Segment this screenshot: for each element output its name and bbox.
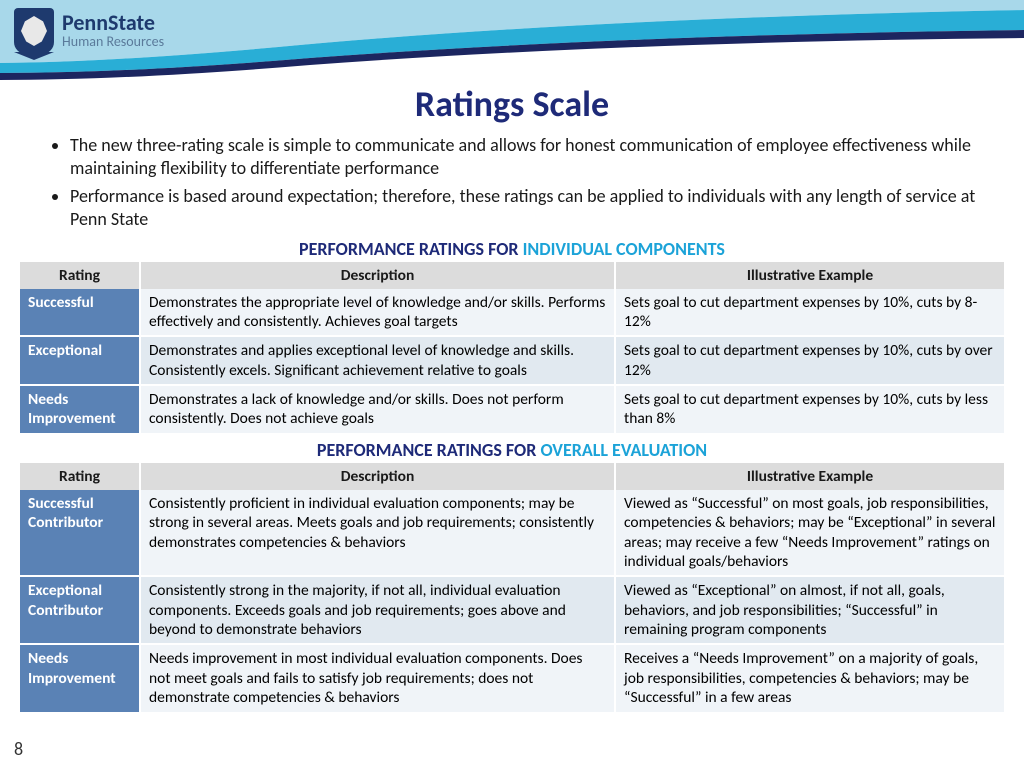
description-cell: Needs improvement in most individual eva… xyxy=(140,644,615,711)
example-cell: Viewed as “Exceptional” on almost, if no… xyxy=(615,576,1004,644)
rating-cell: Exceptional xyxy=(20,336,140,385)
logo-line1: PennState xyxy=(62,12,164,34)
slide-title: Ratings Scale xyxy=(20,82,1004,126)
example-cell: Receives a “Needs Improvement” on a majo… xyxy=(615,644,1004,711)
example-cell: Sets goal to cut department expenses by … xyxy=(615,336,1004,385)
column-header: Rating xyxy=(20,463,140,490)
table-row: ExceptionalDemonstrates and applies exce… xyxy=(20,336,1004,385)
column-header: Illustrative Example xyxy=(615,262,1004,289)
rating-cell: Exceptional Contributor xyxy=(20,576,140,644)
table-row: SuccessfulDemonstrates the appropriate l… xyxy=(20,289,1004,337)
rating-cell: Needs Improvement xyxy=(20,644,140,711)
description-cell: Consistently strong in the majority, if … xyxy=(140,576,615,644)
example-cell: Sets goal to cut department expenses by … xyxy=(615,385,1004,433)
column-header: Illustrative Example xyxy=(615,463,1004,490)
description-cell: Demonstrates a lack of knowledge and/or … xyxy=(140,385,615,433)
rating-cell: Successful Contributor xyxy=(20,490,140,577)
logo: PennState Human Resources xyxy=(14,8,164,54)
shield-icon xyxy=(14,8,54,54)
example-cell: Viewed as “Successful” on most goals, jo… xyxy=(615,490,1004,577)
section-heading: PERFORMANCE RATINGS FOR OVERALL EVALUATI… xyxy=(20,439,1004,461)
description-cell: Consistently proficient in individual ev… xyxy=(140,490,615,577)
description-cell: Demonstrates the appropriate level of kn… xyxy=(140,289,615,337)
table-row: Needs ImprovementNeeds improvement in mo… xyxy=(20,644,1004,711)
column-header: Description xyxy=(140,463,615,490)
table-row: Successful ContributorConsistently profi… xyxy=(20,490,1004,577)
section-heading: PERFORMANCE RATINGS FOR INDIVIDUAL COMPO… xyxy=(20,238,1004,260)
example-cell: Sets goal to cut department expenses by … xyxy=(615,289,1004,337)
rating-cell: Successful xyxy=(20,289,140,337)
column-header: Description xyxy=(140,262,615,289)
logo-line2: Human Resources xyxy=(62,34,164,51)
bullet-item: The new three-rating scale is simple to … xyxy=(70,134,994,181)
slide-content: Ratings Scale The new three-rating scale… xyxy=(0,82,1024,718)
table-row: Exceptional ContributorConsistently stro… xyxy=(20,576,1004,644)
bullet-list: The new three-rating scale is simple to … xyxy=(20,134,1004,232)
table-row: Needs ImprovementDemonstrates a lack of … xyxy=(20,385,1004,433)
ratings-table: RatingDescriptionIllustrative ExampleSuc… xyxy=(20,463,1004,712)
rating-cell: Needs Improvement xyxy=(20,385,140,433)
bullet-item: Performance is based around expectation;… xyxy=(70,185,994,232)
column-header: Rating xyxy=(20,262,140,289)
description-cell: Demonstrates and applies exceptional lev… xyxy=(140,336,615,385)
ratings-table: RatingDescriptionIllustrative ExampleSuc… xyxy=(20,262,1004,433)
page-number: 8 xyxy=(14,738,23,760)
